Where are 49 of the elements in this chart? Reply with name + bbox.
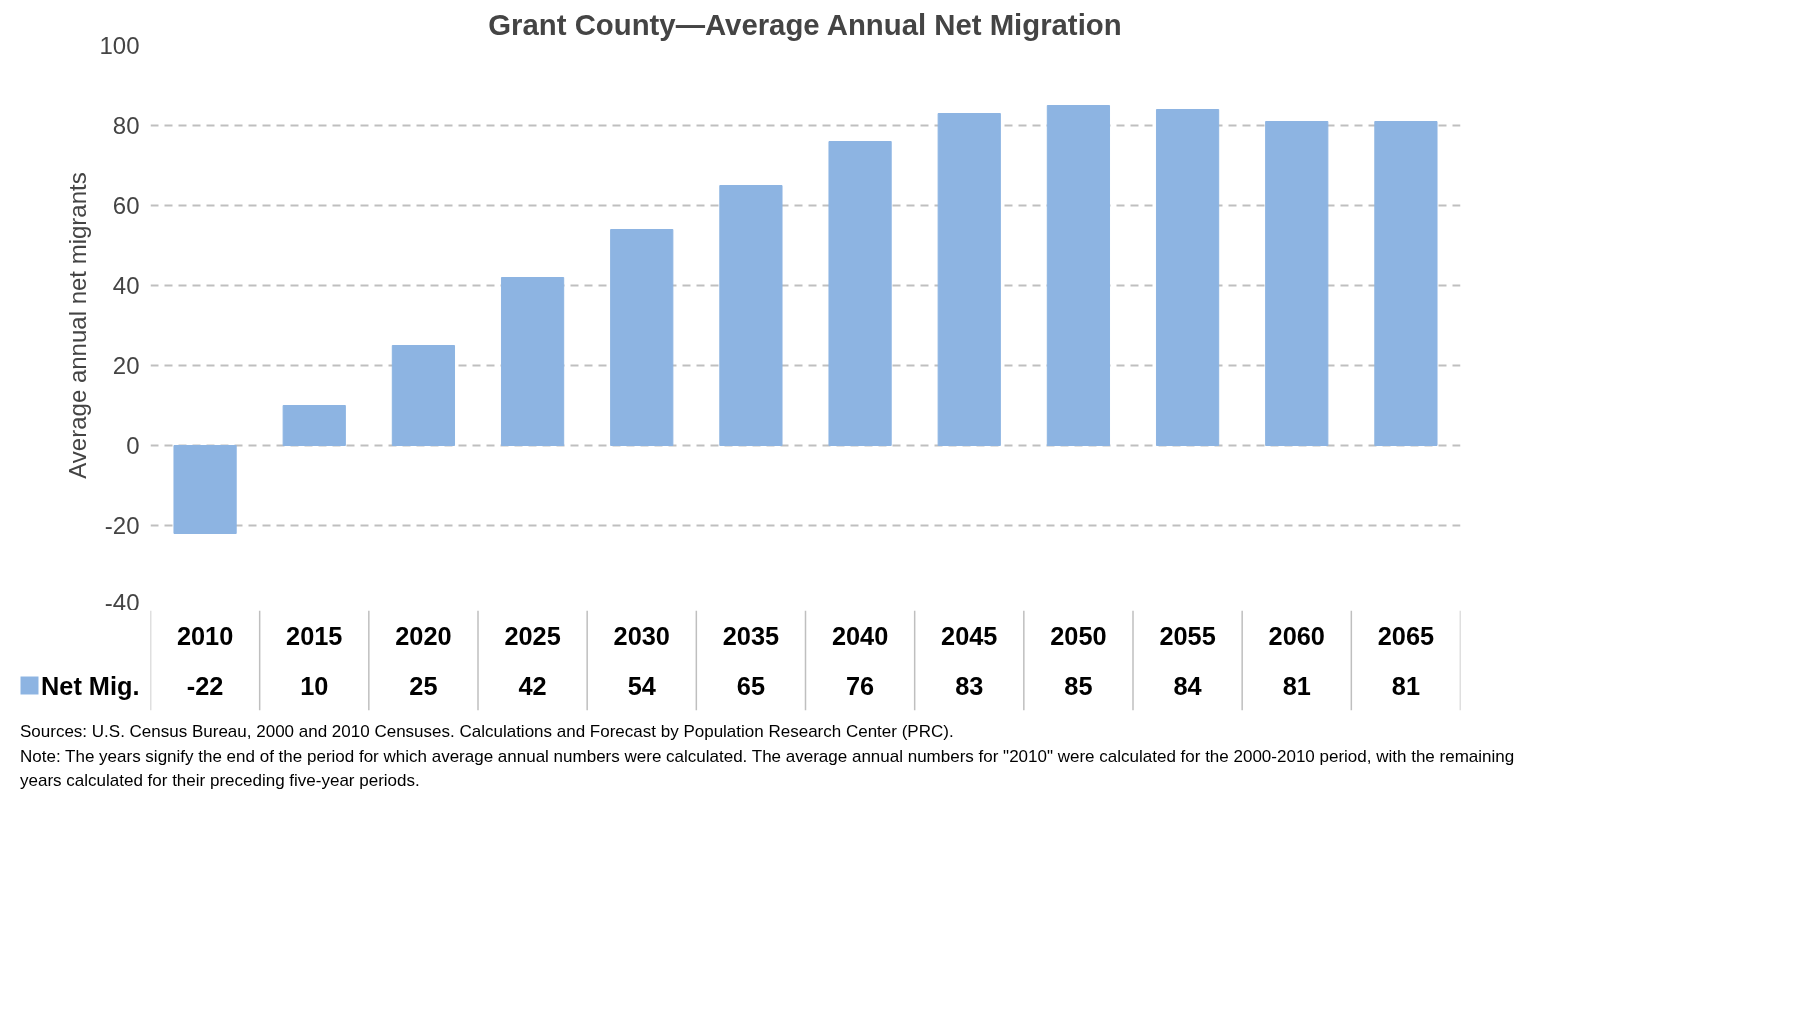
y-axis-title: Average annual net migrants — [64, 172, 92, 479]
bar — [937, 113, 1001, 446]
y-tick-label: 80 — [112, 112, 140, 139]
data-label: 81 — [1391, 671, 1421, 700]
x-tick-label: 2035 — [722, 621, 780, 650]
x-tick-label: 2060 — [1268, 621, 1325, 650]
x-tick-label: 2040 — [831, 621, 889, 650]
y-tick-label: 40 — [112, 272, 140, 299]
source-note: Sources: U.S. Census Bureau, 2000 and 2010 Censuses. Calculations and Forecast by Population Research Center (PRC). — [20, 721, 955, 743]
data-label: 83 — [955, 671, 984, 700]
data-label: 84 — [1173, 671, 1202, 700]
data-label: 65 — [736, 671, 766, 700]
x-tick-label: 2055 — [1159, 621, 1216, 650]
data-label: 81 — [1282, 671, 1311, 700]
bar — [1155, 109, 1220, 446]
bar — [173, 445, 237, 534]
data-label: -22 — [186, 671, 224, 700]
y-tick-label: -40 — [104, 588, 140, 616]
x-tick-label: 2065 — [1377, 621, 1435, 650]
y-tick-label: 100 — [99, 32, 140, 59]
x-tick-label: 2010 — [176, 621, 234, 650]
data-label: 25 — [409, 671, 438, 700]
x-tick-label: 2050 — [1050, 621, 1107, 650]
data-label: 76 — [846, 671, 875, 700]
bar — [828, 141, 892, 446]
x-tick-label: 2015 — [286, 621, 343, 650]
data-label: 42 — [518, 671, 547, 700]
x-tick-label: 2025 — [504, 621, 561, 650]
data-label: 85 — [1064, 671, 1093, 700]
chart-title: Grant County—Average Annual Net Migration — [488, 7, 1122, 41]
bar — [391, 345, 456, 446]
bar — [500, 277, 565, 446]
data-label: 54 — [627, 671, 656, 700]
x-tick-label: 2045 — [941, 621, 998, 650]
data-label: 10 — [300, 671, 329, 700]
y-tick-label: 60 — [112, 192, 140, 219]
bar — [282, 405, 346, 446]
y-tick-label: -20 — [104, 512, 140, 539]
y-tick-label: 0 — [126, 432, 140, 459]
bar — [1046, 105, 1111, 446]
x-tick-label: 2020 — [395, 621, 452, 650]
bar — [1374, 121, 1438, 446]
text: Note: The years signify the end of the period for which average annual numbers were calculated. The average annual numbers for "2010" were calculated for the 2000-2010 period, with the remaining years calculated for their preceding five-year periods. — [20, 745, 1516, 793]
bar — [610, 229, 674, 446]
x-tick-label: 2030 — [613, 621, 670, 650]
y-tick-label: 20 — [112, 352, 140, 379]
legend-label: Net Mig. — [41, 671, 140, 700]
bar — [719, 185, 783, 446]
bar — [1265, 121, 1329, 446]
